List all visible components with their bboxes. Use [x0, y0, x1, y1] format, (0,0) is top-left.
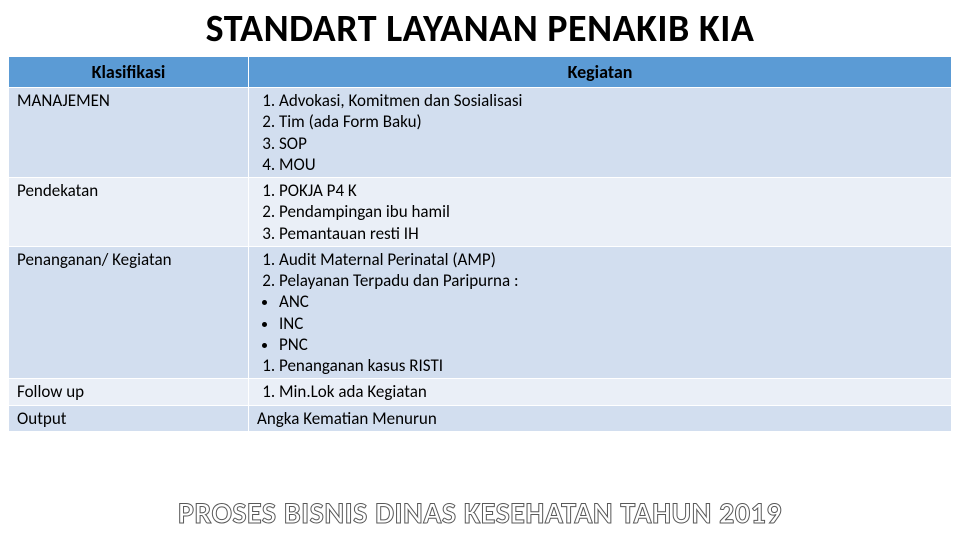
list-item: ANC: [279, 291, 943, 312]
list-item: Audit Maternal Perinatal (AMP): [279, 249, 943, 270]
list-item: Pelayanan Terpadu dan Paripurna :: [279, 270, 943, 291]
list-item: INC: [279, 313, 943, 334]
col-kegiatan: Kegiatan: [249, 57, 952, 88]
cell-klas: Penanganan/ Kegiatan: [9, 246, 249, 379]
footer-text: PROSES BISNIS DINAS KESEHATAN TAHUN 2019: [0, 495, 960, 532]
list: ANC INC PNC: [257, 291, 943, 355]
list-item: Pemantauan resti IH: [279, 223, 943, 244]
list: Min.Lok ada Kegiatan: [257, 381, 943, 402]
data-table: Klasifikasi Kegiatan MANAJEMEN Advokasi,…: [8, 56, 952, 432]
list: Advokasi, Komitmen dan Sosialisasi Tim (…: [257, 90, 943, 175]
cell-kegiatan: POKJA P4 K Pendampingan ibu hamil Pemant…: [249, 178, 952, 247]
list-item: Pendampingan ibu hamil: [279, 201, 943, 222]
table-header-row: Klasifikasi Kegiatan: [9, 57, 952, 88]
page-title: STANDART LAYANAN PENAKIB KIA: [0, 0, 960, 56]
list: Audit Maternal Perinatal (AMP) Pelayanan…: [257, 249, 943, 292]
table-row: Pendekatan POKJA P4 K Pendampingan ibu h…: [9, 178, 952, 247]
cell-kegiatan: Audit Maternal Perinatal (AMP) Pelayanan…: [249, 246, 952, 379]
cell-klas: MANAJEMEN: [9, 88, 249, 178]
cell-klas: Follow up: [9, 379, 249, 405]
list: Penanganan kasus RISTI: [257, 355, 943, 376]
list-item: Advokasi, Komitmen dan Sosialisasi: [279, 90, 943, 111]
list-item: SOP: [279, 133, 943, 154]
col-klasifikasi: Klasifikasi: [9, 57, 249, 88]
table-row: Follow up Min.Lok ada Kegiatan: [9, 379, 952, 405]
list-item: MOU: [279, 154, 943, 175]
cell-kegiatan: Advokasi, Komitmen dan Sosialisasi Tim (…: [249, 88, 952, 178]
list-item: Tim (ada Form Baku): [279, 111, 943, 132]
cell-klas: Pendekatan: [9, 178, 249, 247]
table-row: Output Angka Kematian Menurun: [9, 405, 952, 431]
list-item: POKJA P4 K: [279, 180, 943, 201]
list-item: Penanganan kasus RISTI: [279, 355, 943, 376]
cell-kegiatan: Angka Kematian Menurun: [249, 405, 952, 431]
list-item: PNC: [279, 334, 943, 355]
cell-kegiatan: Min.Lok ada Kegiatan: [249, 379, 952, 405]
table-container: Klasifikasi Kegiatan MANAJEMEN Advokasi,…: [0, 56, 960, 432]
cell-klas: Output: [9, 405, 249, 431]
table-row: Penanganan/ Kegiatan Audit Maternal Peri…: [9, 246, 952, 379]
table-row: MANAJEMEN Advokasi, Komitmen dan Sosiali…: [9, 88, 952, 178]
list: POKJA P4 K Pendampingan ibu hamil Pemant…: [257, 180, 943, 244]
list-item: Min.Lok ada Kegiatan: [279, 381, 943, 402]
